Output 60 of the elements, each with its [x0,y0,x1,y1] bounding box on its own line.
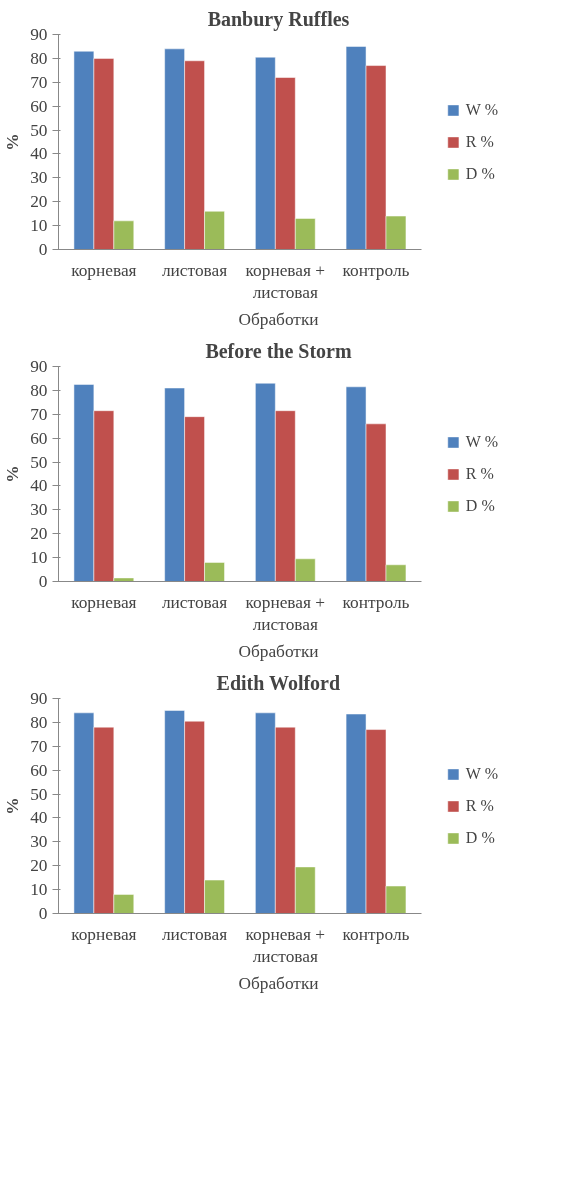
x-tick-label: корневая + листовая [245,260,326,303]
y-tick-label: 70 [30,72,48,92]
x-tick-label: корневая + листовая [245,924,326,967]
x-tick-label: корневая [71,260,137,280]
y-tick-label: 40 [30,144,48,164]
legend-label: D % [465,828,495,847]
y-tick-label: 90 [30,25,48,44]
x-tick-label: контроль [342,592,410,612]
legend-label: W % [465,764,498,783]
y-tick-label: 50 [30,452,48,472]
y-axis-title: % [3,133,23,151]
x-tick-label: листовая [161,924,228,944]
legend-label: R % [465,132,494,151]
x-axis-title: Обработки [238,642,319,662]
y-tick-label: 90 [30,689,48,708]
x-tick-label: контроль [342,924,410,944]
chart-title: Before the Storm [205,339,352,362]
y-tick-label: 90 [30,357,48,376]
y-tick-label: 70 [30,736,48,756]
x-tick-label: корневая [71,924,137,944]
y-tick-label: 0 [38,572,48,591]
x-tick-label: листовая [161,592,228,612]
y-axis-title: % [3,465,23,483]
y-tick-label: 50 [30,120,48,140]
y-tick-label: 30 [30,500,48,520]
legend-label: D % [465,164,495,183]
legend-label: W % [465,432,498,451]
y-tick-label: 10 [30,548,48,568]
y-tick-label: 0 [38,904,48,923]
y-tick-label: 0 [38,240,48,259]
y-tick-label: 30 [30,832,48,852]
y-tick-label: 60 [30,760,48,780]
legend-label: R % [465,796,494,815]
y-tick-label: 80 [30,380,48,400]
y-axis-title: % [3,797,23,815]
y-tick-label: 60 [30,96,48,116]
x-tick-label: корневая [71,592,137,612]
x-tick-label: корневая + листовая [245,592,326,635]
legend-label: W % [465,100,498,119]
legend-label: D % [465,496,495,515]
y-tick-label: 70 [30,404,48,424]
y-tick-label: 10 [30,880,48,900]
x-axis-title: Обработки [238,974,319,994]
y-tick-label: 80 [30,712,48,732]
y-tick-label: 40 [30,476,48,496]
x-axis-title: Обработки [238,310,319,330]
y-tick-label: 80 [30,48,48,68]
x-tick-label: листовая [161,260,228,280]
x-tick-label: контроль [342,260,410,280]
chart-title: Banbury Ruffles [207,7,350,31]
y-tick-label: 50 [30,784,48,804]
y-tick-label: 30 [30,168,48,188]
legend-label: R % [465,464,494,483]
y-tick-label: 20 [30,856,48,876]
y-tick-label: 20 [30,192,48,212]
y-tick-label: 10 [30,216,48,236]
chart-title: Edith Wolford [216,671,341,694]
y-tick-label: 60 [30,428,48,448]
y-tick-label: 20 [30,524,48,544]
y-tick-label: 40 [30,808,48,828]
